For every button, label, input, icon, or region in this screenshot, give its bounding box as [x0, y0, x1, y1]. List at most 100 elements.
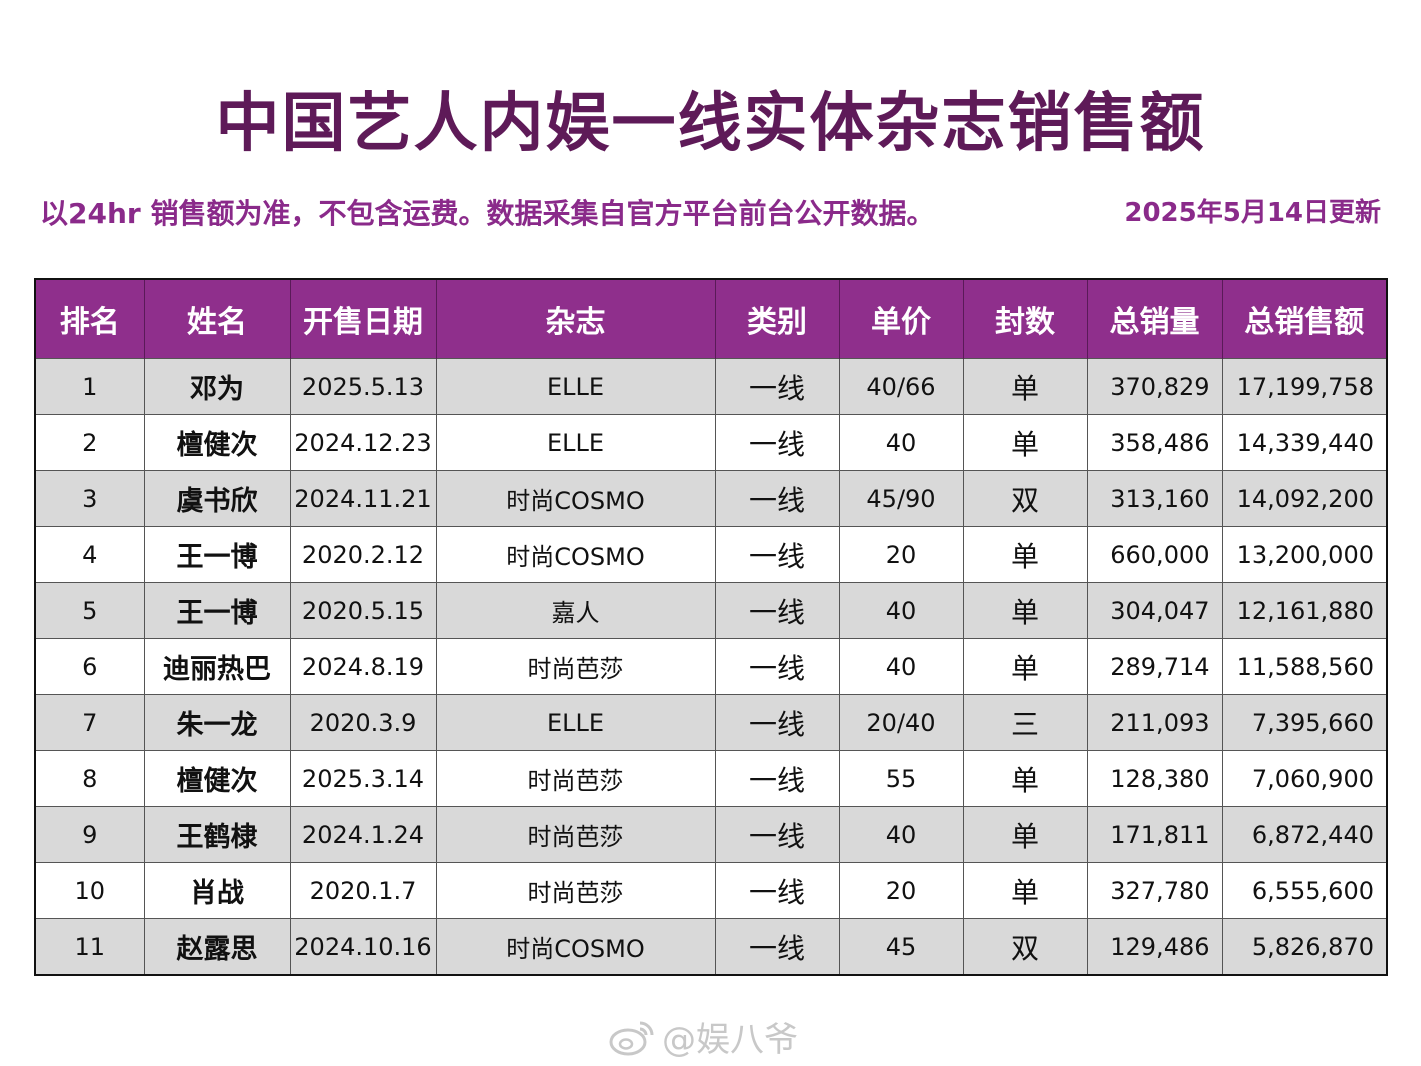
cell-date: 2024.12.23 — [289, 414, 437, 471]
header-covers: 封数 — [962, 279, 1088, 359]
cell-rank: 1 — [34, 358, 145, 415]
cell-revenue: 5,826,870 — [1221, 918, 1388, 976]
sales-table: 排名 姓名 开售日期 杂志 类别 单价 封数 总销量 总销售额 1 邓为 202… — [34, 278, 1388, 976]
cell-name: 檀健次 — [143, 414, 291, 471]
cell-covers: 单 — [962, 750, 1088, 807]
header-tier: 类别 — [714, 279, 840, 359]
table-row: 4 王一博 2020.2.12 时尚COSMO 一线 20 单 660,000 … — [34, 526, 1388, 583]
cell-tier: 一线 — [714, 862, 840, 919]
subtitle: 以24hr 销售额为准，不包含运费。数据采集自官方平台前台公开数据。 — [40, 197, 935, 230]
cell-name: 王鹤棣 — [143, 806, 291, 863]
header-volume: 总销量 — [1086, 279, 1223, 359]
cell-magazine: 时尚芭莎 — [435, 750, 716, 807]
header-price: 单价 — [838, 279, 964, 359]
cell-date: 2020.5.15 — [289, 582, 437, 639]
cell-magazine: 时尚COSMO — [435, 526, 716, 583]
cell-rank: 9 — [34, 806, 145, 863]
weibo-icon — [608, 1017, 656, 1057]
cell-volume: 128,380 — [1086, 750, 1223, 807]
cell-date: 2024.11.21 — [289, 470, 437, 527]
cell-revenue: 11,588,560 — [1221, 638, 1388, 695]
cell-revenue: 14,339,440 — [1221, 414, 1388, 471]
cell-covers: 单 — [962, 582, 1088, 639]
cell-covers: 单 — [962, 862, 1088, 919]
cell-revenue: 13,200,000 — [1221, 526, 1388, 583]
cell-covers: 双 — [962, 918, 1088, 976]
cell-covers: 单 — [962, 358, 1088, 415]
cell-price: 40 — [838, 414, 964, 471]
watermark: @娱八爷 — [608, 1012, 798, 1061]
cell-magazine: ELLE — [435, 694, 716, 751]
table-row: 10 肖战 2020.1.7 时尚芭莎 一线 20 单 327,780 6,55… — [34, 862, 1388, 919]
cell-volume: 211,093 — [1086, 694, 1223, 751]
table-row: 9 王鹤棣 2024.1.24 时尚芭莎 一线 40 单 171,811 6,8… — [34, 806, 1388, 863]
cell-revenue: 7,060,900 — [1221, 750, 1388, 807]
cell-date: 2020.1.7 — [289, 862, 437, 919]
cell-covers: 单 — [962, 806, 1088, 863]
cell-date: 2020.2.12 — [289, 526, 437, 583]
cell-volume: 660,000 — [1086, 526, 1223, 583]
cell-date: 2025.3.14 — [289, 750, 437, 807]
cell-revenue: 12,161,880 — [1221, 582, 1388, 639]
cell-price: 40 — [838, 582, 964, 639]
table-row: 2 檀健次 2024.12.23 ELLE 一线 40 单 358,486 14… — [34, 414, 1388, 471]
cell-rank: 6 — [34, 638, 145, 695]
cell-date: 2024.1.24 — [289, 806, 437, 863]
cell-rank: 8 — [34, 750, 145, 807]
cell-price: 45 — [838, 918, 964, 976]
cell-rank: 10 — [34, 862, 145, 919]
cell-name: 赵露思 — [143, 918, 291, 976]
cell-revenue: 6,555,600 — [1221, 862, 1388, 919]
cell-volume: 304,047 — [1086, 582, 1223, 639]
cell-magazine: 时尚芭莎 — [435, 638, 716, 695]
header-name: 姓名 — [143, 279, 291, 359]
cell-tier: 一线 — [714, 358, 840, 415]
cell-tier: 一线 — [714, 414, 840, 471]
cell-tier: 一线 — [714, 918, 840, 976]
table-row: 6 迪丽热巴 2024.8.19 时尚芭莎 一线 40 单 289,714 11… — [34, 638, 1388, 695]
cell-covers: 单 — [962, 414, 1088, 471]
cell-volume: 370,829 — [1086, 358, 1223, 415]
cell-tier: 一线 — [714, 694, 840, 751]
cell-tier: 一线 — [714, 806, 840, 863]
cell-tier: 一线 — [714, 638, 840, 695]
header-magazine: 杂志 — [435, 279, 716, 359]
cell-date: 2024.10.16 — [289, 918, 437, 976]
cell-rank: 4 — [34, 526, 145, 583]
header-date: 开售日期 — [289, 279, 437, 359]
table-row: 8 檀健次 2025.3.14 时尚芭莎 一线 55 单 128,380 7,0… — [34, 750, 1388, 807]
cell-revenue: 6,872,440 — [1221, 806, 1388, 863]
cell-tier: 一线 — [714, 582, 840, 639]
cell-revenue: 14,092,200 — [1221, 470, 1388, 527]
cell-name: 檀健次 — [143, 750, 291, 807]
header-revenue: 总销售额 — [1221, 279, 1388, 359]
cell-tier: 一线 — [714, 470, 840, 527]
cell-volume: 313,160 — [1086, 470, 1223, 527]
cell-name: 虞书欣 — [143, 470, 291, 527]
cell-name: 王一博 — [143, 582, 291, 639]
cell-name: 邓为 — [143, 358, 291, 415]
cell-name: 迪丽热巴 — [143, 638, 291, 695]
cell-revenue: 17,199,758 — [1221, 358, 1388, 415]
cell-covers: 三 — [962, 694, 1088, 751]
update-date: 2025年5月14日更新 — [1124, 198, 1381, 228]
table-row: 1 邓为 2025.5.13 ELLE 一线 40/66 单 370,829 1… — [34, 358, 1388, 415]
cell-covers: 单 — [962, 638, 1088, 695]
cell-magazine: 嘉人 — [435, 582, 716, 639]
cell-revenue: 7,395,660 — [1221, 694, 1388, 751]
cell-price: 45/90 — [838, 470, 964, 527]
cell-rank: 11 — [34, 918, 145, 976]
table-row: 3 虞书欣 2024.11.21 时尚COSMO 一线 45/90 双 313,… — [34, 470, 1388, 527]
cell-price: 20 — [838, 526, 964, 583]
cell-volume: 289,714 — [1086, 638, 1223, 695]
cell-magazine: 时尚COSMO — [435, 918, 716, 976]
cell-price: 20 — [838, 862, 964, 919]
page-title: 中国艺人内娱一线实体杂志销售额 — [215, 87, 1206, 161]
cell-price: 20/40 — [838, 694, 964, 751]
cell-rank: 7 — [34, 694, 145, 751]
cell-volume: 358,486 — [1086, 414, 1223, 471]
cell-name: 王一博 — [143, 526, 291, 583]
cell-magazine: 时尚COSMO — [435, 470, 716, 527]
cell-name: 朱一龙 — [143, 694, 291, 751]
cell-volume: 327,780 — [1086, 862, 1223, 919]
